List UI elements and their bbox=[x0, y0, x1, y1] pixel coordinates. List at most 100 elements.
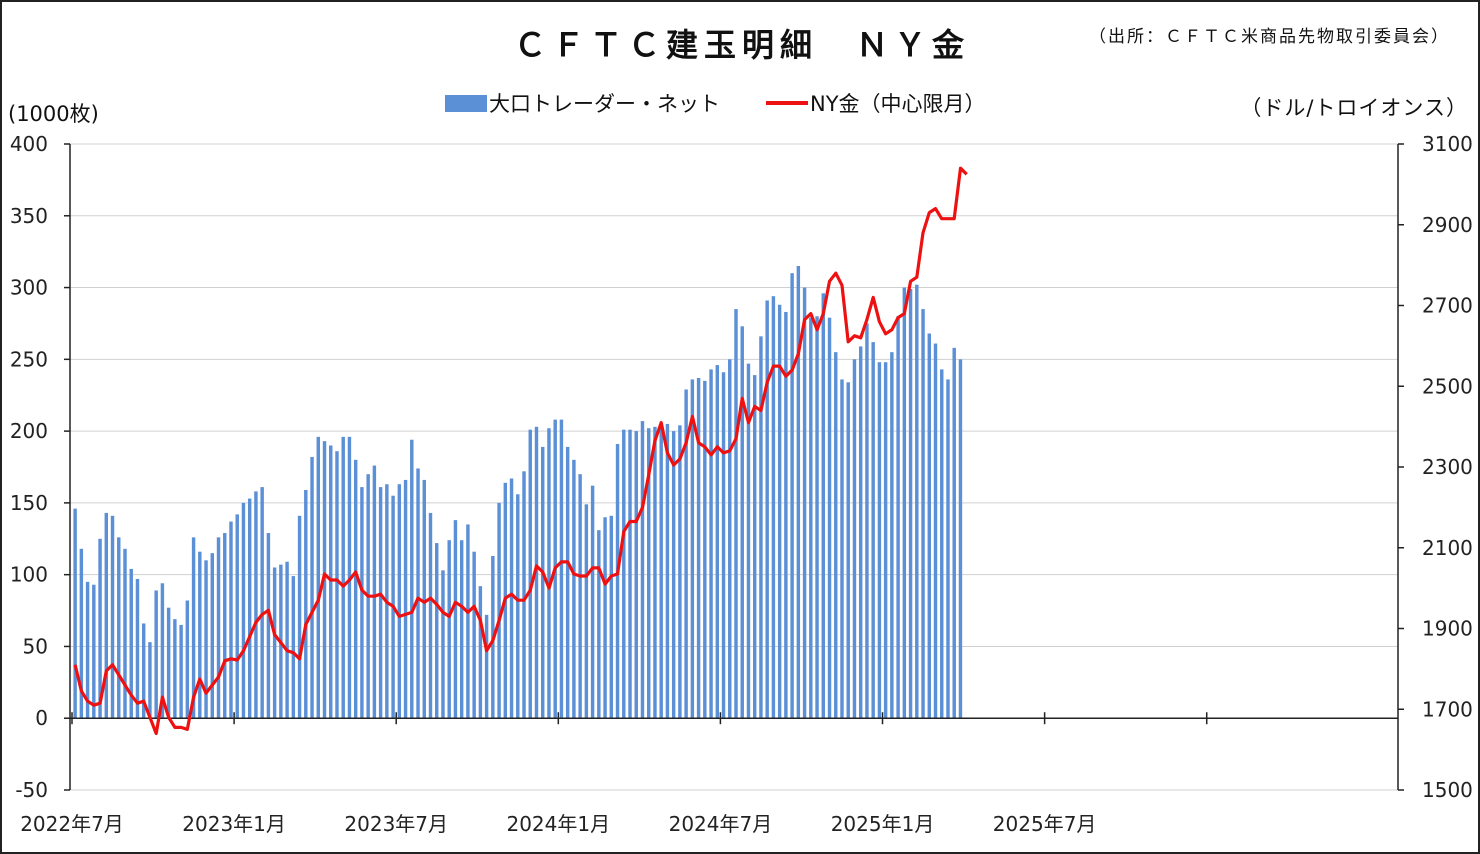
left-axis-tick-label: 350 bbox=[10, 204, 48, 228]
left-axis-tick-label: 300 bbox=[10, 276, 48, 300]
bar bbox=[329, 445, 333, 719]
bar bbox=[802, 287, 807, 719]
bar bbox=[484, 614, 489, 719]
bar bbox=[646, 428, 651, 719]
bar bbox=[135, 578, 140, 719]
legend-line-swatch bbox=[766, 101, 808, 105]
bar bbox=[229, 521, 233, 719]
bar bbox=[123, 548, 127, 719]
bar bbox=[846, 382, 850, 719]
x-axis-tick-label: 2023年1月 bbox=[182, 812, 286, 836]
bar bbox=[98, 538, 102, 719]
right-axis-unit: （ドル/トロイオンス） bbox=[1240, 96, 1468, 120]
bar bbox=[185, 600, 190, 719]
right-axis-tick-label: 1900 bbox=[1422, 617, 1473, 641]
bar bbox=[422, 479, 426, 719]
bar bbox=[534, 426, 539, 719]
left-axis-tick-label: 250 bbox=[10, 347, 48, 371]
bar bbox=[827, 317, 832, 719]
bar bbox=[173, 619, 177, 719]
bar bbox=[272, 567, 277, 719]
right-axis-tick-label: 2900 bbox=[1422, 213, 1473, 237]
right-axis-tick-label: 2100 bbox=[1422, 536, 1473, 560]
bar bbox=[254, 491, 258, 719]
bar bbox=[703, 380, 707, 719]
bar bbox=[896, 316, 900, 719]
bar bbox=[204, 560, 208, 719]
right-axis-tick-label: 2300 bbox=[1422, 455, 1473, 479]
bar bbox=[734, 309, 738, 719]
bar bbox=[516, 494, 520, 719]
left-axis-tick-label: 50 bbox=[23, 634, 48, 658]
bar bbox=[316, 436, 320, 719]
bar bbox=[353, 459, 358, 719]
bar bbox=[871, 342, 875, 719]
left-axis-tick-label: -50 bbox=[15, 778, 48, 802]
bar bbox=[403, 479, 408, 719]
bar bbox=[191, 537, 196, 719]
bar bbox=[266, 533, 271, 719]
bar bbox=[198, 551, 202, 719]
bar bbox=[166, 607, 171, 719]
bar bbox=[821, 293, 826, 719]
bar bbox=[472, 551, 476, 719]
bar bbox=[690, 379, 695, 719]
gold-price-line bbox=[73, 166, 968, 736]
bar bbox=[915, 284, 919, 719]
bar bbox=[141, 623, 146, 719]
bar bbox=[603, 517, 607, 719]
bar bbox=[260, 487, 264, 719]
bar bbox=[117, 537, 121, 719]
bar bbox=[522, 471, 526, 719]
bar bbox=[541, 446, 545, 719]
bar bbox=[622, 429, 626, 719]
bar bbox=[815, 316, 819, 719]
bar bbox=[902, 287, 907, 719]
source-note: （出所：ＣＦＴＣ米商品先物取引委員会） bbox=[1089, 27, 1450, 47]
bar bbox=[223, 533, 227, 719]
legend-line-label: NY金（中心限月） bbox=[810, 92, 986, 116]
bar bbox=[110, 515, 115, 719]
bar bbox=[609, 515, 614, 719]
bar bbox=[678, 425, 682, 719]
bar bbox=[459, 540, 464, 719]
bar bbox=[341, 436, 345, 719]
bar bbox=[933, 343, 938, 719]
left-axis-tick-label: 100 bbox=[10, 563, 48, 587]
bar bbox=[865, 323, 869, 719]
bar bbox=[615, 444, 620, 719]
bar bbox=[746, 363, 751, 719]
bar bbox=[335, 451, 339, 719]
bar bbox=[890, 352, 894, 719]
bar bbox=[752, 375, 757, 719]
bar bbox=[235, 514, 239, 719]
bar bbox=[565, 446, 570, 719]
bar bbox=[304, 489, 308, 719]
bar bbox=[179, 624, 183, 719]
chart-title: ＣＦＴＣ建玉明細 ＮＹ金 bbox=[513, 26, 970, 64]
legend: 大口トレーダー・ネット NY金（中心限月） bbox=[445, 88, 1032, 118]
bar bbox=[908, 288, 913, 719]
bar bbox=[628, 429, 632, 719]
bar bbox=[559, 419, 564, 719]
x-axis-tick-label: 2024年7月 bbox=[669, 812, 773, 836]
bar bbox=[790, 273, 794, 719]
bar bbox=[247, 498, 252, 719]
legend-bar-label: 大口トレーダー・ネット bbox=[489, 92, 720, 116]
bar bbox=[216, 537, 221, 719]
right-axis-tick-label: 3100 bbox=[1422, 132, 1473, 156]
bar bbox=[858, 346, 863, 719]
bar bbox=[378, 487, 383, 719]
bar bbox=[771, 296, 776, 719]
bar bbox=[447, 540, 451, 719]
bar bbox=[210, 553, 214, 719]
bar bbox=[578, 474, 582, 719]
bar bbox=[79, 548, 84, 719]
bar bbox=[297, 515, 302, 719]
bar bbox=[285, 561, 289, 719]
bar bbox=[92, 584, 96, 719]
bar bbox=[435, 543, 439, 719]
bar bbox=[809, 317, 813, 719]
bar bbox=[129, 568, 133, 719]
